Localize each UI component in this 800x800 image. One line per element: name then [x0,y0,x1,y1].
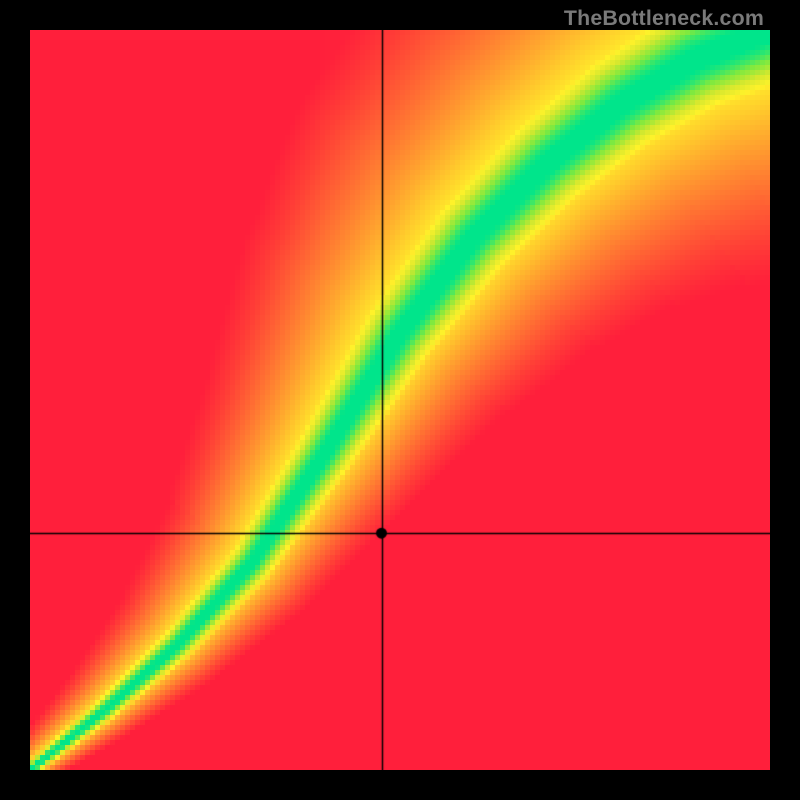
chart-container: TheBottleneck.com [0,0,800,800]
crosshair-overlay [30,30,770,770]
attribution-text: TheBottleneck.com [564,6,764,31]
